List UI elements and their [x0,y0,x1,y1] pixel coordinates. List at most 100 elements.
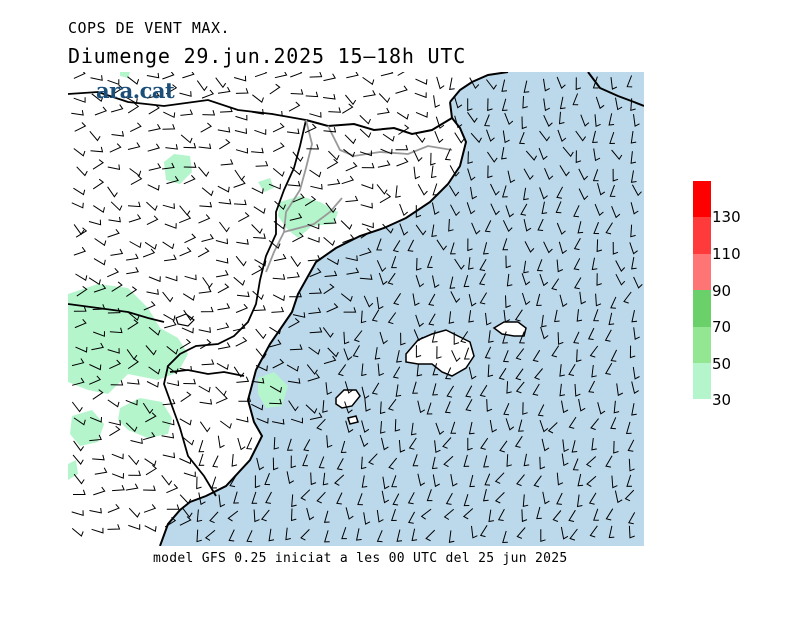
wind-barb [76,286,88,297]
wind-barb [446,385,455,398]
wind-barb [368,453,378,465]
wind-barb [374,347,381,360]
wind-barb [625,421,632,435]
wind-barb [629,345,636,359]
wind-barb [523,453,530,467]
wind-barb [359,128,372,139]
wind-barb [344,381,354,394]
wind-barb [575,150,582,164]
wind-barb [399,203,409,217]
wind-barb [107,399,120,408]
wind-barb [450,291,461,303]
wind-barb [217,127,231,133]
wind-barb [615,260,626,272]
wind-barb [479,525,488,538]
wind-barb [561,453,569,467]
wind-barb [470,132,482,144]
wind-barb [568,509,576,522]
gust-area [278,196,338,238]
wind-barb [536,259,543,272]
wind-barb [494,492,505,504]
wind-barb [626,75,633,88]
gust-area [258,178,274,192]
wind-barb [631,403,637,416]
wind-barb [376,509,384,523]
wind-barb [608,312,615,326]
wind-barb [569,528,578,541]
wind-barb [272,294,285,302]
wind-barb [463,347,470,360]
wind-barb [179,418,192,426]
wind-barb [246,437,253,450]
wind-barb [232,323,246,332]
wind-barb [504,112,514,126]
wind-barb [518,331,525,344]
wind-barb [162,241,175,250]
wind-barb [443,508,455,520]
wind-barb [395,85,408,94]
wind-barb [353,330,363,343]
wind-barb [487,364,494,378]
wind-barb [269,83,281,95]
wind-barb [580,114,590,127]
wind-barb [196,80,208,92]
wind-barb [181,327,194,334]
wind-barb [585,456,597,468]
wind-barb [415,78,428,85]
wind-barb [501,98,508,111]
wind-barb [323,93,336,100]
wind-barb [523,168,534,181]
wind-barb [107,267,120,278]
wind-barb [413,329,423,342]
wind-barb [272,168,285,177]
wind-barb [92,178,105,190]
wind-barb [146,90,160,99]
wind-barb [387,398,397,411]
wind-barb [463,274,470,288]
wind-barb [435,116,445,129]
wind-barb [183,309,194,321]
wind-barb [108,216,121,223]
wind-barb [539,130,551,142]
wind-barb [199,339,212,350]
wind-barb [488,509,494,523]
wind-barb [272,142,285,153]
wind-barb [376,260,387,273]
ara-cat-logo[interactable]: ara.cat [96,78,175,103]
wind-barb [574,383,581,397]
wind-barb [505,418,515,431]
wind-barb [479,259,487,272]
wind-barb [361,420,370,433]
wind-barb [450,204,460,217]
wind-barb [398,439,406,453]
wind-barb [196,509,203,523]
wind-barb [130,175,143,186]
wind-barb [127,319,139,330]
wind-barb [162,398,176,406]
wind-barb [593,148,601,162]
wind-barb [272,122,285,133]
wind-barb [448,218,454,232]
wind-barb [75,227,88,238]
wind-barb [179,247,192,257]
wind-barb [146,201,158,212]
wind-barb [201,89,215,99]
wind-barb [578,398,586,412]
wind-barb [377,160,391,168]
wind-barb [417,473,426,487]
wind-barb [590,418,599,431]
wind-barb [340,293,353,302]
wind-barb [218,198,232,205]
wind-barb [89,130,101,142]
wind-barb [251,224,263,234]
wind-barb [560,526,569,540]
wind-barb [487,165,493,179]
wind-barb [465,399,473,412]
wind-barb [211,476,217,489]
wind-barb [166,483,179,494]
wind-barb [630,170,637,183]
wind-barb [561,400,569,414]
wind-barb [255,365,268,372]
wind-barb [73,187,86,196]
wind-barb [434,440,441,454]
